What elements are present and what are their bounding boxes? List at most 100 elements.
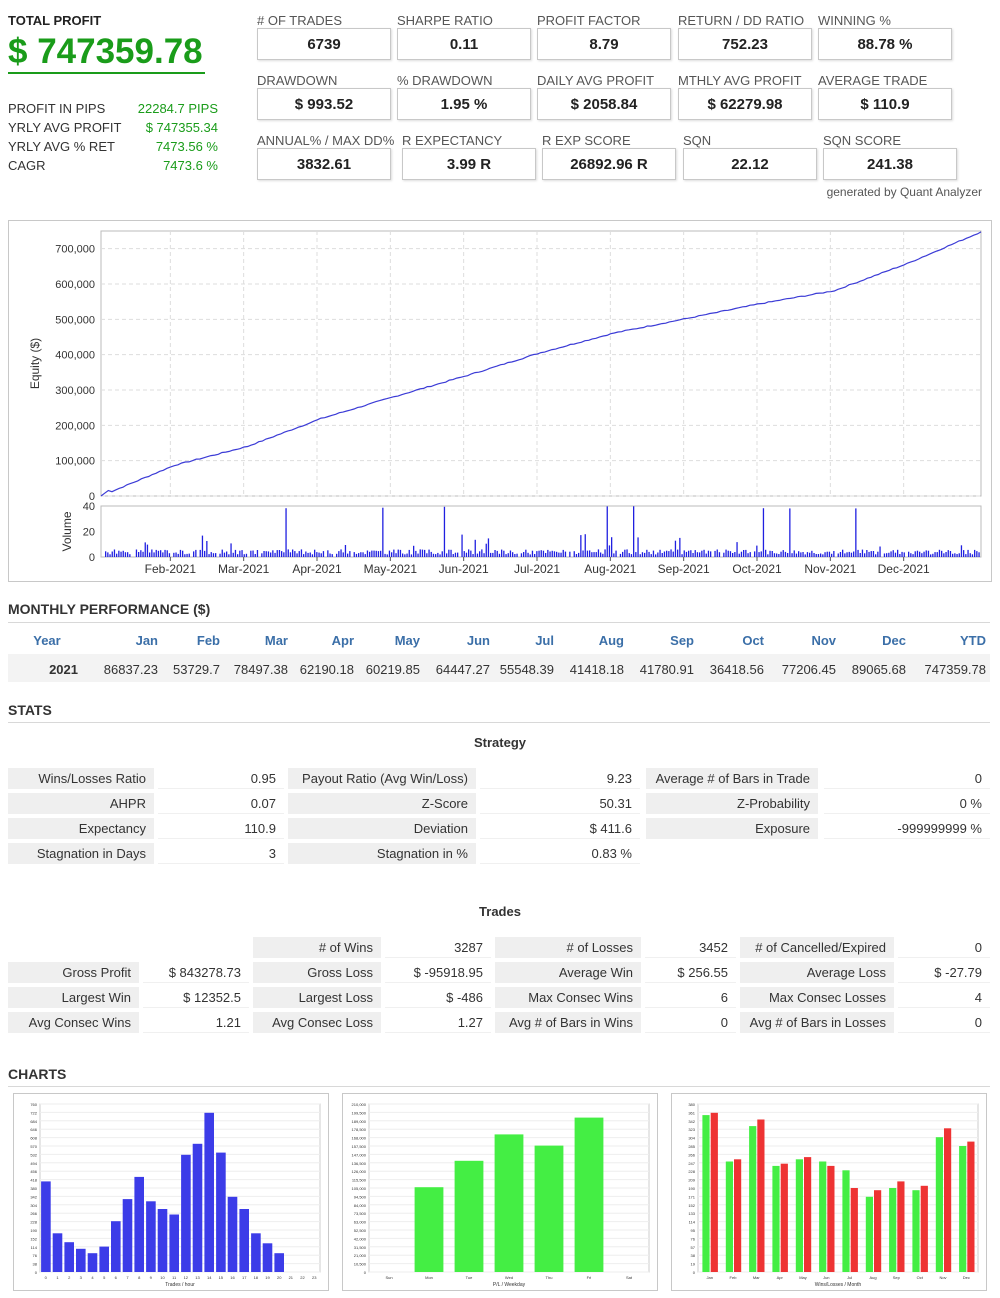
volume-bar [569, 551, 571, 557]
volume-bar [600, 552, 602, 557]
volume-bar [613, 553, 615, 557]
volume-y-tick: 20 [83, 527, 95, 539]
volume-bar [314, 549, 316, 557]
volume-bar [903, 552, 905, 557]
side-metric-label: YRLY AVG PROFIT [8, 120, 122, 135]
volume-bar [668, 551, 670, 557]
monthly-value-cell: 62190.18 [299, 662, 354, 677]
volume-bar [177, 553, 179, 557]
volume-bar [857, 549, 859, 557]
stat-value: $ -486 [385, 987, 491, 1008]
volume-bar [164, 549, 166, 557]
mini-x-tick: May [799, 1275, 807, 1280]
volume-bar [978, 552, 980, 557]
volume-bar [296, 553, 298, 557]
volume-bar [215, 553, 217, 557]
volume-bar [655, 554, 657, 557]
volume-bar [327, 550, 329, 557]
divider [8, 1086, 990, 1087]
metric-value: 0.11 [397, 28, 531, 60]
volume-bar [245, 553, 248, 557]
volume-bar [479, 551, 481, 557]
volume-bar [606, 506, 608, 557]
volume-bar [738, 553, 740, 557]
trades-title: Trades [479, 904, 521, 919]
volume-bar [496, 550, 498, 557]
volume-bar [553, 551, 556, 557]
volume-bar [272, 550, 274, 557]
volume-bar [179, 549, 182, 557]
mini-y-tick: 646 [30, 1127, 37, 1132]
volume-bar [615, 550, 617, 557]
volume-bar [122, 550, 124, 557]
volume-bar [404, 554, 406, 557]
stat-label: Average # of Bars in Trade [646, 768, 818, 789]
volume-bar [952, 553, 954, 557]
stat-label: AHPR [8, 793, 154, 814]
stat-value: 0 [645, 1012, 736, 1033]
charts-title: CHARTS [8, 1066, 67, 1082]
volume-bar [208, 554, 210, 557]
monthly-value-cell: 36418.56 [709, 662, 764, 677]
volume-bar [925, 550, 927, 557]
generated-by-note: generated by Quant Analyzer [826, 185, 982, 199]
side-metric-label: YRLY AVG % RET [8, 139, 115, 154]
mini-x-axis-label: Wins/Losses / Month [815, 1282, 862, 1288]
mini-bar [702, 1115, 710, 1272]
mini-x-tick: Sep [893, 1275, 901, 1280]
stat-value: 0 [824, 768, 990, 789]
volume-bar [762, 508, 765, 557]
volume-bar [890, 551, 892, 557]
metric-label: DAILY AVG PROFIT [537, 73, 655, 88]
volume-bar [369, 551, 371, 557]
mini-y-tick: 95 [691, 1228, 696, 1233]
volume-bar [912, 554, 914, 557]
volume-bar [206, 541, 208, 557]
volume-bar [802, 552, 804, 557]
volume-y-tick: 40 [83, 501, 95, 513]
metric-value: 88.78 % [818, 28, 952, 60]
stat-value: 1.21 [143, 1012, 249, 1033]
volume-bar [619, 553, 622, 557]
volume-bar [562, 549, 564, 557]
mini-x-tick: 19 [265, 1275, 270, 1280]
volume-bar [481, 549, 483, 557]
volume-bar [443, 506, 446, 557]
mini-y-tick: 760 [30, 1102, 37, 1107]
volume-bar [846, 552, 848, 557]
volume-bar [490, 552, 492, 557]
side-metric-value: 22284.7 PIPS [137, 101, 218, 116]
volume-bar [754, 551, 756, 557]
volume-bar [956, 554, 958, 557]
volume-bar [729, 551, 732, 557]
volume-bar [536, 551, 538, 557]
volume-bar [520, 553, 523, 557]
metric-label: PROFIT FACTOR [537, 13, 641, 28]
stat-value: $ 12352.5 [143, 987, 249, 1008]
volume-bar [688, 550, 690, 557]
volume-bar [850, 552, 853, 557]
volume-bar [212, 553, 215, 557]
mini-bar [749, 1126, 757, 1272]
volume-bar [589, 550, 591, 557]
volume-bar [960, 545, 963, 557]
volume-bar [386, 554, 388, 557]
volume-bar [635, 552, 637, 557]
side-metric-value: $ 747355.34 [145, 120, 218, 135]
mini-x-tick: 16 [230, 1275, 235, 1280]
volume-bar [311, 554, 314, 557]
mini-bar [889, 1188, 897, 1272]
volume-bar [699, 552, 701, 557]
volume-bar [595, 552, 597, 557]
volume-bar [188, 553, 190, 557]
volume-bar [468, 549, 470, 557]
mini-y-tick: 722 [30, 1110, 37, 1115]
volume-bar [149, 552, 151, 557]
volume-bar [875, 554, 877, 557]
mini-y-tick: 0 [364, 1270, 367, 1275]
monthly-value-cell: 86837.23 [103, 662, 158, 677]
volume-bar [732, 553, 734, 557]
volume-x-tick: Dec-2021 [878, 562, 930, 576]
stat-label: Wins/Losses Ratio [8, 768, 154, 789]
volume-bar [285, 508, 287, 557]
